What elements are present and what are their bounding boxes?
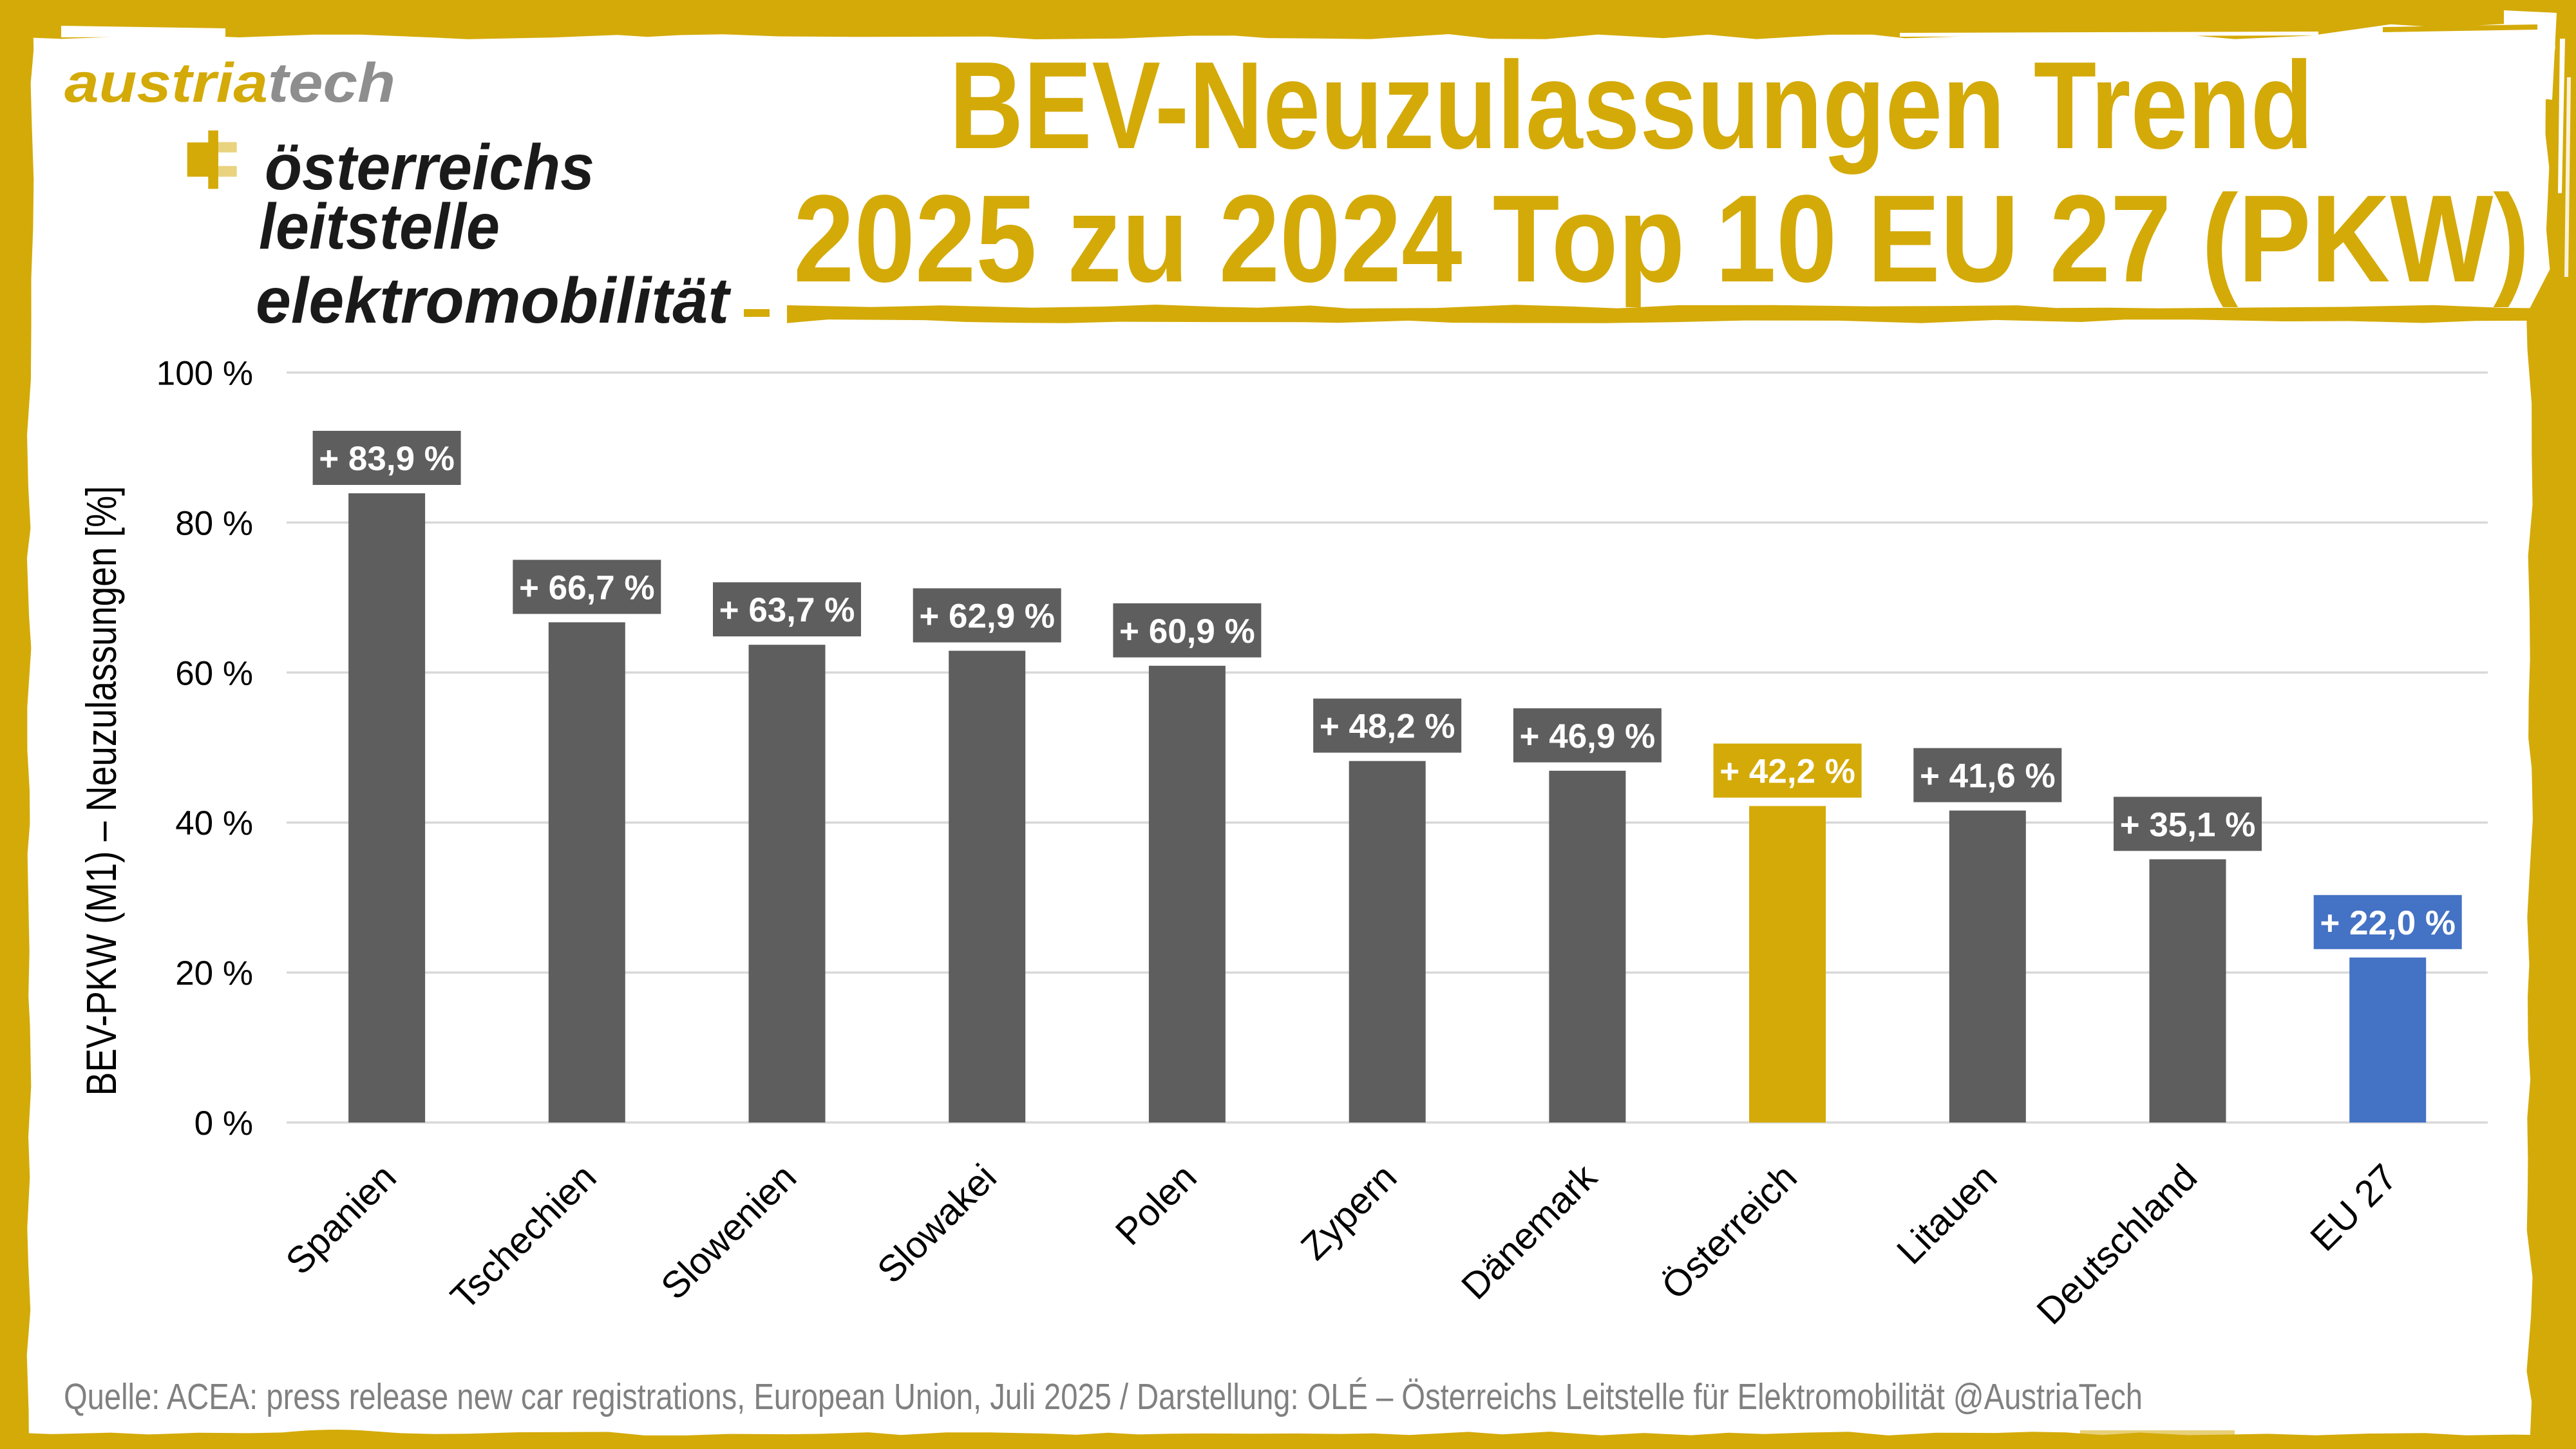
svg-text:60 %: 60 % bbox=[175, 654, 253, 692]
svg-text:+ 42,2 %: + 42,2 % bbox=[1719, 753, 1855, 791]
svg-text:+ 22,0 %: + 22,0 % bbox=[2320, 904, 2456, 942]
svg-text:Quelle: ACEA: press release ne: Quelle: ACEA: press release new car regi… bbox=[64, 1376, 2143, 1417]
svg-text:+ 41,6 %: + 41,6 % bbox=[1920, 757, 2056, 795]
svg-text:2025 zu 2024 Top 10 EU 27 (PKW: 2025 zu 2024 Top 10 EU 27 (PKW) bbox=[793, 169, 2530, 308]
svg-text:100 %: 100 % bbox=[156, 355, 253, 393]
svg-text:BEV-PKW (M1) – Neuzulassungen: BEV-PKW (M1) – Neuzulassungen [%] bbox=[77, 486, 125, 1096]
svg-text:+ 48,2 %: + 48,2 % bbox=[1320, 708, 1455, 746]
svg-text:20 %: 20 % bbox=[175, 954, 253, 992]
svg-text:+ 83,9 %: + 83,9 % bbox=[319, 440, 455, 478]
svg-text:+ 63,7 %: + 63,7 % bbox=[719, 591, 855, 629]
svg-text:40 %: 40 % bbox=[175, 804, 253, 842]
svg-text:80 %: 80 % bbox=[175, 504, 253, 542]
svg-text:elektromobilität: elektromobilität bbox=[256, 265, 732, 337]
svg-text:+ 62,9 %: + 62,9 % bbox=[919, 598, 1055, 636]
svg-text:BEV-Neuzulassungen Trend: BEV-Neuzulassungen Trend bbox=[949, 35, 2313, 175]
svg-text:+ 46,9 %: + 46,9 % bbox=[1520, 717, 1656, 755]
svg-text:+ 35,1 %: + 35,1 % bbox=[2120, 806, 2256, 844]
svg-text:+ 60,9 %: + 60,9 % bbox=[1119, 612, 1255, 650]
svg-text:leitstelle: leitstelle bbox=[259, 191, 500, 263]
svg-text:0 %: 0 % bbox=[194, 1104, 253, 1142]
svg-text:österreichs: österreichs bbox=[265, 131, 594, 204]
svg-text:+ 66,7 %: + 66,7 % bbox=[519, 569, 655, 607]
